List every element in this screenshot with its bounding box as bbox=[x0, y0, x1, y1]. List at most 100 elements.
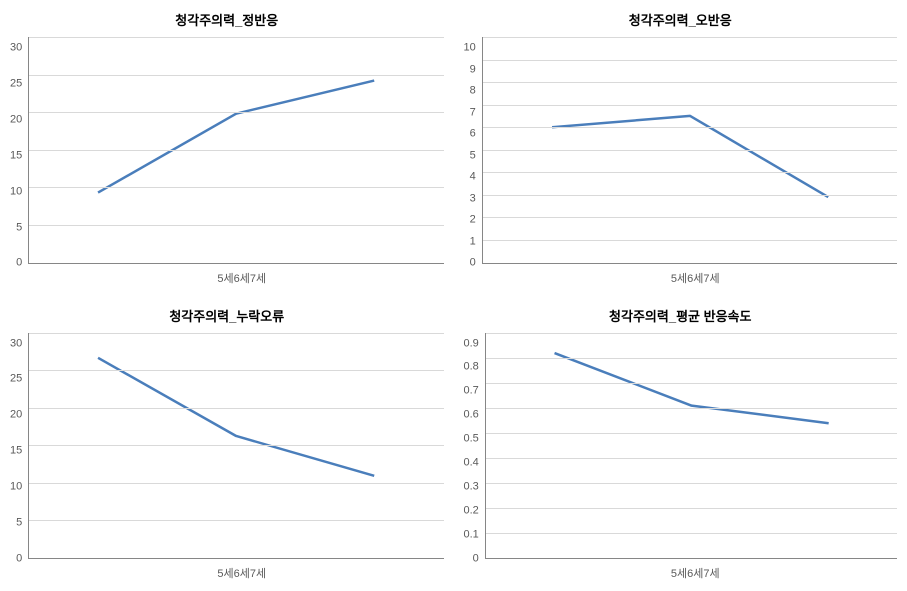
gridline bbox=[483, 217, 897, 218]
plot bbox=[28, 37, 443, 264]
y-tick-label: 10 bbox=[464, 43, 476, 54]
gridline bbox=[29, 150, 443, 151]
y-tick-label: 0.1 bbox=[464, 530, 479, 541]
gridline bbox=[483, 127, 897, 128]
x-axis-ticks: 5세6세7세 bbox=[187, 565, 266, 581]
plot bbox=[485, 333, 897, 560]
gridline bbox=[486, 333, 897, 334]
gridline bbox=[486, 358, 897, 359]
gridline bbox=[483, 60, 897, 61]
y-tick-label: 0 bbox=[473, 553, 479, 564]
plot-area: 109876543210 bbox=[464, 37, 898, 264]
y-tick-label: 0.8 bbox=[464, 362, 479, 373]
y-tick-label: 30 bbox=[10, 43, 22, 54]
plot bbox=[482, 37, 897, 264]
gridline bbox=[486, 533, 897, 534]
y-tick-label: 20 bbox=[10, 410, 22, 421]
data-line bbox=[98, 81, 374, 193]
y-tick-label: 5 bbox=[16, 518, 22, 529]
data-line bbox=[98, 357, 374, 475]
y-tick-label: 5 bbox=[16, 222, 22, 233]
plot-area: 302520151050 bbox=[10, 37, 444, 264]
gridline bbox=[29, 445, 443, 446]
plot bbox=[28, 333, 443, 560]
gridline bbox=[29, 483, 443, 484]
gridline bbox=[29, 333, 443, 334]
gridline bbox=[483, 150, 897, 151]
x-tick-label: 7세 bbox=[250, 270, 266, 286]
chart-bottom-right: 청각주의력_평균 반응속도 0.90.80.70.60.50.40.30.20.… bbox=[464, 306, 898, 582]
gridline bbox=[483, 240, 897, 241]
x-axis-ticks: 5세6세7세 bbox=[187, 270, 266, 286]
y-tick-label: 0 bbox=[470, 258, 476, 269]
gridline bbox=[29, 370, 443, 371]
chart-top-left: 청각주의력_정반응 30 25 20 15 10 5 0 5세6세7세 bbox=[10, 10, 444, 286]
y-tick-label: 7 bbox=[470, 107, 476, 118]
y-tick-label: 0 bbox=[16, 258, 22, 269]
chart-grid: 청각주의력_정반응 302520151050 5세6세7세 청각주의력_오반응 … bbox=[10, 10, 897, 581]
y-tick-label: 15 bbox=[10, 150, 22, 161]
gridline bbox=[29, 112, 443, 113]
x-tick-label: 5세 bbox=[217, 270, 233, 286]
gridline bbox=[29, 75, 443, 76]
x-axis-ticks: 5세6세7세 bbox=[641, 270, 720, 286]
y-tick-label: 5 bbox=[470, 150, 476, 161]
x-tick-label: 7세 bbox=[703, 565, 719, 581]
y-tick-label: 8 bbox=[470, 86, 476, 97]
x-tick-label: 6세 bbox=[687, 565, 703, 581]
gridline bbox=[486, 508, 897, 509]
x-tick-label: 7세 bbox=[703, 270, 719, 286]
line-series bbox=[486, 333, 897, 559]
gridline bbox=[486, 383, 897, 384]
gridline bbox=[29, 37, 443, 38]
plot-area: 0.90.80.70.60.50.40.30.20.10 bbox=[464, 333, 898, 560]
gridline bbox=[486, 408, 897, 409]
gridline bbox=[483, 82, 897, 83]
y-tick-label: 10 bbox=[10, 186, 22, 197]
chart-bottom-left: 청각주의력_누락오류 30 25 20 15 10 5 0 5세6세7세 bbox=[10, 306, 444, 582]
chart-title: 청각주의력_누락오류 bbox=[169, 306, 284, 325]
x-tick-label: 5세 bbox=[671, 565, 687, 581]
gridline bbox=[29, 408, 443, 409]
y-axis-ticks: 109876543210 bbox=[464, 37, 482, 264]
y-tick-label: 4 bbox=[470, 172, 476, 183]
y-tick-label: 6 bbox=[470, 129, 476, 140]
y-tick-label: 0.5 bbox=[464, 434, 479, 445]
y-tick-label: 0.4 bbox=[464, 458, 479, 469]
y-tick-label: 2 bbox=[470, 215, 476, 226]
y-tick-label: 30 bbox=[10, 338, 22, 349]
x-tick-label: 5세 bbox=[671, 270, 687, 286]
x-tick-label: 6세 bbox=[234, 565, 250, 581]
chart-title: 청각주의력_오반응 bbox=[629, 10, 732, 29]
y-tick-label: 25 bbox=[10, 78, 22, 89]
y-tick-label: 20 bbox=[10, 114, 22, 125]
chart-top-right: 청각주의력_오반응 109876543210 5세6세7세 bbox=[464, 10, 898, 286]
y-tick-label: 15 bbox=[10, 446, 22, 457]
y-axis-ticks: 302520151050 bbox=[10, 37, 28, 264]
x-tick-label: 7세 bbox=[250, 565, 266, 581]
chart-title: 청각주의력_정반응 bbox=[175, 10, 278, 29]
y-tick-label: 0.9 bbox=[464, 338, 479, 349]
y-tick-label: 1 bbox=[470, 236, 476, 247]
gridline bbox=[29, 225, 443, 226]
y-tick-label: 25 bbox=[10, 374, 22, 385]
y-tick-label: 0 bbox=[16, 553, 22, 564]
gridline bbox=[29, 520, 443, 521]
gridline bbox=[483, 195, 897, 196]
x-tick-label: 6세 bbox=[234, 270, 250, 286]
y-tick-label: 0.7 bbox=[464, 386, 479, 397]
gridline bbox=[486, 483, 897, 484]
y-tick-label: 0.2 bbox=[464, 506, 479, 517]
y-tick-label: 10 bbox=[10, 482, 22, 493]
gridline bbox=[483, 105, 897, 106]
gridline bbox=[486, 433, 897, 434]
gridline bbox=[483, 172, 897, 173]
gridline bbox=[29, 187, 443, 188]
y-tick-label: 3 bbox=[470, 193, 476, 204]
x-axis-ticks: 5세6세7세 bbox=[641, 565, 720, 581]
y-axis-ticks: 0.90.80.70.60.50.40.30.20.10 bbox=[464, 333, 485, 560]
y-axis-ticks: 302520151050 bbox=[10, 333, 28, 560]
y-tick-label: 0.3 bbox=[464, 482, 479, 493]
x-tick-label: 6세 bbox=[687, 270, 703, 286]
data-line bbox=[554, 353, 828, 423]
